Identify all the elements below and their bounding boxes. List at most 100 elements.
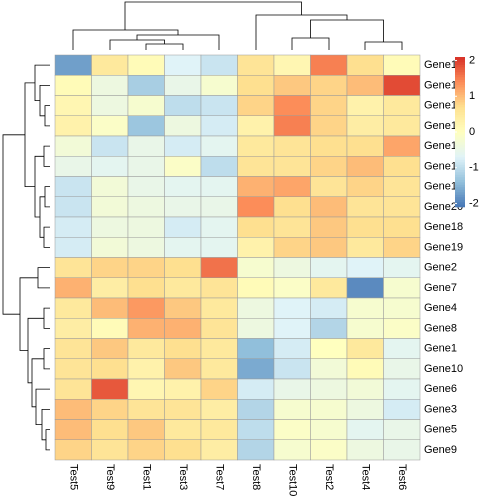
legend-swatch	[455, 124, 465, 128]
heatmap-cell	[127, 378, 165, 400]
heatmap-cell	[310, 439, 348, 461]
heatmap-cell	[200, 297, 238, 319]
legend-swatch	[455, 92, 465, 95]
heatmap-cell	[127, 399, 165, 420]
legend-tick-label: 0	[469, 126, 475, 138]
heatmap-cell	[200, 358, 238, 380]
heatmap-cell	[54, 257, 92, 278]
row-label: Gene10	[424, 363, 463, 375]
heatmap-cell	[273, 176, 311, 197]
heatmap-cell	[164, 135, 202, 157]
heatmap-cell	[54, 297, 92, 319]
column-label: Test4	[359, 464, 371, 490]
heatmap-cell	[310, 378, 348, 400]
heatmap-cell	[54, 237, 92, 258]
legend-swatch	[455, 137, 465, 140]
legend-swatch	[455, 57, 465, 60]
heatmap-cell	[200, 135, 238, 157]
heatmap-cell	[200, 338, 238, 359]
heatmap-cell	[127, 216, 165, 238]
heatmap-cell	[200, 439, 238, 461]
legend-swatch	[455, 82, 465, 85]
legend-swatch	[455, 154, 465, 158]
legend-swatch	[455, 114, 465, 118]
heatmap-cell	[310, 216, 348, 238]
heatmap-cell	[127, 115, 165, 137]
heatmap-cell	[164, 318, 202, 339]
heatmap-cell	[273, 196, 311, 218]
heatmap-cell	[91, 135, 129, 157]
row-label: Gene9	[424, 444, 457, 456]
heatmap-cell	[54, 277, 92, 299]
heatmap-cell	[383, 216, 421, 238]
heatmap-cell	[346, 216, 384, 238]
heatmap-cell	[54, 399, 92, 420]
heatmap-cell	[310, 156, 348, 177]
heatmap-cell	[164, 439, 202, 461]
heatmap-cell	[346, 399, 384, 420]
heatmap-cell	[200, 318, 238, 339]
heatmap-cell	[91, 196, 129, 218]
heatmap-cell	[164, 95, 202, 116]
column-dendrogram	[72, 1, 403, 50]
heatmap-cell	[127, 95, 165, 116]
heatmap-cell	[127, 297, 165, 319]
heatmap-cell	[54, 216, 92, 238]
heatmap-cell	[164, 156, 202, 177]
heatmap-cell	[127, 135, 165, 157]
heatmap-cell	[237, 95, 275, 116]
heatmap-cell	[200, 277, 238, 299]
heatmap-cell	[91, 95, 129, 116]
heatmap-cell	[91, 75, 129, 96]
heatmap-cell	[346, 277, 384, 299]
row-label: Gene5	[424, 424, 457, 436]
column-label: Test8	[250, 464, 262, 490]
heatmap-cell	[164, 196, 202, 218]
legend-swatch	[455, 167, 465, 170]
heatmap-cell	[91, 439, 129, 461]
heatmap-cell	[164, 176, 202, 197]
heatmap-cell	[91, 156, 129, 177]
heatmap-cell	[127, 318, 165, 339]
heatmap-cell	[346, 439, 384, 461]
heatmap-cell	[91, 338, 129, 359]
heatmap-cell	[54, 318, 92, 339]
heatmap-cell	[310, 297, 348, 319]
heatmap-cell	[164, 237, 202, 258]
heatmap-cell	[383, 318, 421, 339]
heatmap-cell	[91, 237, 129, 258]
legend-tick-label: 2	[469, 54, 475, 66]
heatmap-cell	[237, 297, 275, 319]
heatmap-cell	[237, 257, 275, 278]
heatmap-cell	[273, 115, 311, 137]
heatmap-cell	[310, 277, 348, 299]
row-label: Gene6	[424, 383, 457, 395]
heatmap-cell	[273, 135, 311, 157]
column-label: Test6	[396, 464, 408, 490]
legend-swatch	[455, 112, 465, 115]
heatmap-cell	[310, 237, 348, 258]
heatmap-cell	[383, 196, 421, 218]
legend-swatch	[455, 79, 465, 83]
heatmap-cell	[127, 237, 165, 258]
heatmap-cell	[127, 277, 165, 299]
heatmap-cell	[237, 54, 275, 76]
heatmap-cell	[54, 196, 92, 218]
legend-swatch	[455, 142, 465, 145]
heatmap-cell	[237, 378, 275, 400]
legend-swatch	[455, 119, 465, 123]
heatmap-cell	[383, 115, 421, 137]
heatmap-cell	[91, 378, 129, 400]
heatmap-cell	[54, 54, 92, 76]
heatmap-cell	[127, 156, 165, 177]
heatmap-cell	[237, 318, 275, 339]
heatmap-cell	[237, 419, 275, 440]
legend-swatch	[455, 157, 465, 160]
legend-swatch	[455, 149, 465, 153]
heatmap-cell	[383, 54, 421, 76]
heatmap-cell	[91, 257, 129, 278]
heatmap-cell	[164, 358, 202, 380]
heatmap-cell	[383, 439, 421, 461]
legend-swatch	[455, 132, 465, 135]
heatmap-cell	[164, 75, 202, 96]
